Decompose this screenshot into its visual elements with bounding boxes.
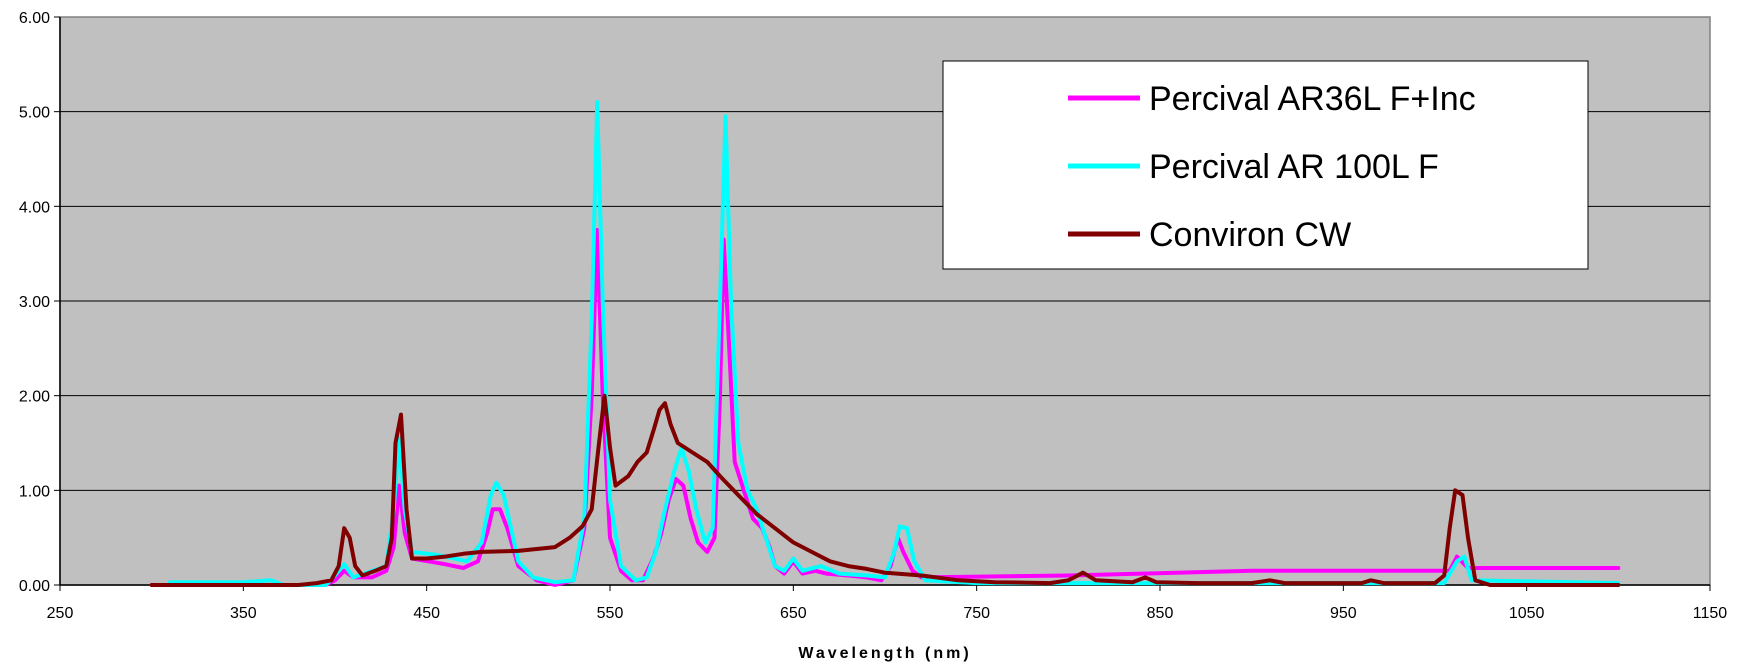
x-tick-label: 1150 bbox=[1693, 605, 1728, 622]
legend-label: Conviron CW bbox=[1149, 216, 1351, 254]
legend-box bbox=[942, 60, 1589, 270]
legend-label: Percival AR36L F+Inc bbox=[1149, 80, 1476, 118]
x-tick-label: 450 bbox=[413, 605, 440, 622]
y-tick-label: 4.00 bbox=[19, 199, 50, 216]
x-tick-label: 550 bbox=[597, 605, 624, 622]
y-tick-label: 2.00 bbox=[19, 389, 50, 406]
series-line-3 bbox=[149, 393, 1621, 587]
legend-label: Percival AR 100L F bbox=[1149, 148, 1439, 186]
x-tick-label: 250 bbox=[47, 605, 74, 622]
series-lines bbox=[149, 100, 1621, 587]
y-tick-label: 0.00 bbox=[19, 578, 50, 595]
x-tick-label: 950 bbox=[1330, 605, 1357, 622]
x-tick-label: 850 bbox=[1147, 605, 1174, 622]
x-axis-title: Wavelength (nm) bbox=[798, 645, 971, 662]
x-tick-label: 1050 bbox=[1509, 605, 1545, 622]
x-tick-label: 750 bbox=[963, 605, 990, 622]
y-tick-label: 6.00 bbox=[19, 10, 50, 27]
legend: Percival AR36L F+Inc Percival AR 100L F Co… bbox=[942, 60, 1589, 270]
y-tick-label: 3.00 bbox=[19, 294, 50, 311]
x-tick-label: 350 bbox=[230, 605, 257, 622]
y-tick-label: 1.00 bbox=[19, 483, 50, 500]
x-tick-label: 650 bbox=[780, 605, 807, 622]
y-tick-label: 5.00 bbox=[19, 105, 50, 122]
